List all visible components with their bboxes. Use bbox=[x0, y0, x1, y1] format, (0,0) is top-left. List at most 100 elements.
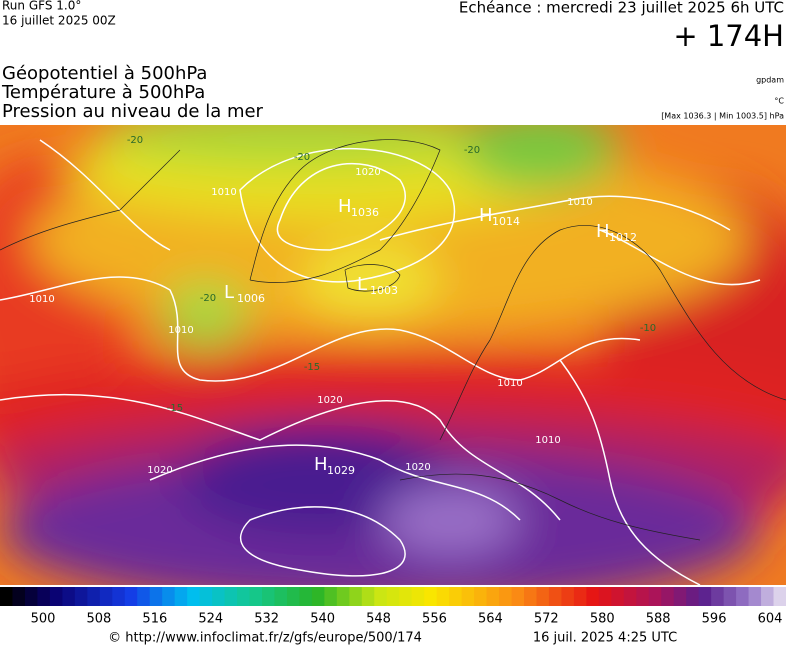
unit-label: gpdam bbox=[756, 76, 784, 85]
colorbar-swatch bbox=[49, 587, 63, 606]
colorbar-swatch bbox=[736, 587, 750, 606]
center-letter: H bbox=[596, 221, 610, 242]
center-letter: H bbox=[314, 454, 328, 475]
lead-time: + 174H bbox=[673, 19, 784, 53]
colorbar-swatch bbox=[648, 587, 662, 606]
isobar-label: 1020 bbox=[405, 462, 430, 473]
temperature-label: -15 bbox=[304, 362, 320, 373]
center-pressure: 1014 bbox=[492, 215, 520, 228]
isobar-label: 1020 bbox=[355, 167, 380, 178]
colorbar-tick-label: 500 bbox=[31, 612, 56, 627]
isobar-label: 1020 bbox=[317, 395, 342, 406]
unit-label: °C bbox=[774, 97, 784, 106]
colorbar-tick-label: 564 bbox=[478, 612, 503, 627]
colorbar-swatch bbox=[224, 587, 238, 606]
temperature-label: -20 bbox=[127, 135, 143, 146]
colorbar-swatch bbox=[561, 587, 575, 606]
colorbar-swatch bbox=[536, 587, 550, 606]
isobar-label: 1020 bbox=[147, 465, 172, 476]
colorbar-swatch bbox=[586, 587, 600, 606]
colorbar-swatch bbox=[349, 587, 363, 606]
colorbar-swatch bbox=[274, 587, 288, 606]
colorbar-swatch bbox=[573, 587, 587, 606]
colorbar-swatch bbox=[286, 587, 300, 606]
isobar bbox=[0, 393, 561, 521]
colorbar-swatch bbox=[112, 587, 126, 606]
coastline bbox=[439, 225, 786, 441]
colorbar-swatch bbox=[137, 587, 151, 606]
colorbar: 500 508 516 524 532 540 548 556 564 572 580 588 596 6… bbox=[0, 587, 786, 627]
isobar bbox=[39, 139, 171, 251]
center-pressure: 1003 bbox=[370, 284, 398, 297]
colorbar-swatch bbox=[374, 587, 388, 606]
title: Géopotentiel à 500hPa bbox=[2, 63, 207, 84]
colorbar-swatch bbox=[399, 587, 413, 606]
colorbar-swatch bbox=[511, 587, 525, 606]
isobar-label: 1010 bbox=[535, 435, 560, 446]
colorbar-swatch bbox=[87, 587, 101, 606]
coastline bbox=[344, 264, 401, 292]
colorbar-swatch bbox=[623, 587, 637, 606]
temperature-label: -10 bbox=[640, 323, 656, 334]
isobar-label: 1010 bbox=[497, 378, 522, 389]
isobar bbox=[239, 147, 456, 283]
colorbar-tick-label: 580 bbox=[590, 612, 615, 627]
colorbar-swatch bbox=[361, 587, 375, 606]
center-letter: H bbox=[338, 196, 352, 217]
colorbar-swatch bbox=[62, 587, 76, 606]
colorbar-swatch bbox=[499, 587, 513, 606]
colorbar-swatch bbox=[187, 587, 201, 606]
isobar bbox=[379, 195, 731, 241]
colorbar-swatch bbox=[262, 587, 275, 606]
run-label: Run GFS 1.0° bbox=[2, 0, 81, 13]
colorbar-tick-label: 596 bbox=[702, 612, 727, 627]
colorbar-swatch bbox=[698, 587, 712, 606]
isobar bbox=[0, 276, 641, 382]
isobar-label: 1010 bbox=[168, 325, 193, 336]
colorbar-tick-label: 604 bbox=[758, 612, 783, 627]
colorbar-swatch bbox=[773, 587, 786, 606]
colorbar-swatch bbox=[524, 587, 537, 606]
colorbar-swatch bbox=[99, 587, 113, 606]
colorbar-tick-label: 532 bbox=[254, 612, 279, 627]
colorbar-swatch bbox=[74, 587, 88, 606]
isobar bbox=[559, 359, 701, 585]
colorbar-tick-label: 572 bbox=[534, 612, 559, 627]
colorbar-swatch bbox=[311, 587, 325, 606]
coastline bbox=[0, 149, 181, 251]
colorbar-swatch bbox=[37, 587, 51, 606]
isobar bbox=[239, 506, 406, 577]
render-date: 16 juil. 2025 4:25 UTC bbox=[533, 631, 677, 646]
temperature-label: -20 bbox=[200, 293, 216, 304]
colorbar-swatch bbox=[299, 587, 313, 606]
isobar-label: 1010 bbox=[211, 187, 236, 198]
colorbar-swatch bbox=[461, 587, 475, 606]
center-pressure: 1036 bbox=[351, 206, 379, 219]
colorbar-swatch bbox=[324, 587, 338, 606]
colorbar-swatch bbox=[449, 587, 463, 606]
colorbar-swatch bbox=[149, 587, 163, 606]
colorbar-swatch bbox=[174, 587, 188, 606]
colorbar-swatch bbox=[12, 587, 26, 606]
colorbar-tick-label: 556 bbox=[422, 612, 447, 627]
colorbar-swatch bbox=[237, 587, 251, 606]
isobar bbox=[149, 444, 521, 521]
colorbar-swatch bbox=[386, 587, 400, 606]
center-pressure: 1012 bbox=[609, 231, 637, 244]
colorbar-tick-label: 508 bbox=[87, 612, 112, 627]
colorbar-swatch bbox=[474, 587, 488, 606]
isobar-label: 1010 bbox=[567, 197, 592, 208]
colorbar-swatch bbox=[212, 587, 226, 606]
colorbar-tick-label: 524 bbox=[198, 612, 223, 627]
temperature-label: -15 bbox=[167, 403, 183, 414]
colorbar-swatch bbox=[199, 587, 213, 606]
colorbar-swatch bbox=[124, 587, 138, 606]
colorbar-swatch bbox=[249, 587, 263, 606]
colorbar-swatch bbox=[761, 587, 775, 606]
coastline bbox=[249, 139, 441, 283]
isobars bbox=[0, 139, 761, 585]
colorbar-swatch bbox=[748, 587, 762, 606]
colorbar-swatch bbox=[0, 587, 13, 606]
center-letter: H bbox=[479, 205, 493, 226]
